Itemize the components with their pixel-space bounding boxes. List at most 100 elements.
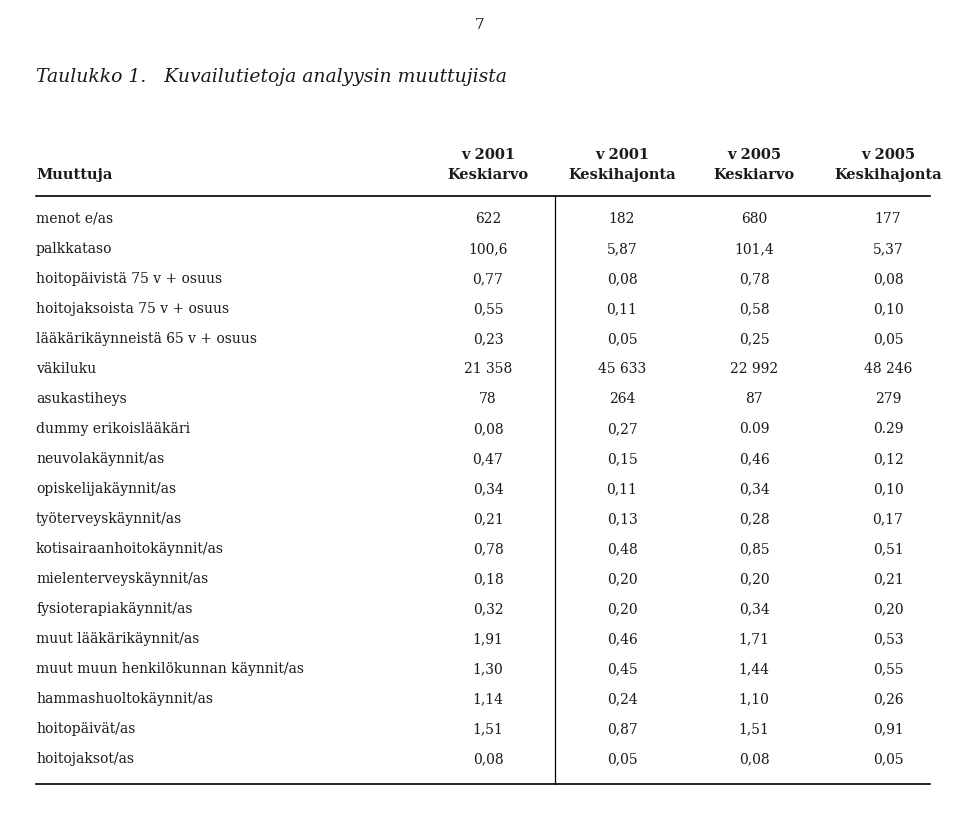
Text: 177: 177: [875, 212, 901, 226]
Text: 101,4: 101,4: [734, 242, 774, 256]
Text: 0,20: 0,20: [873, 602, 903, 616]
Text: 0,48: 0,48: [607, 542, 637, 556]
Text: 22 992: 22 992: [730, 362, 778, 376]
Text: 0,34: 0,34: [738, 602, 769, 616]
Text: 0,51: 0,51: [873, 542, 903, 556]
Text: 0,20: 0,20: [607, 602, 637, 616]
Text: 0,23: 0,23: [472, 332, 503, 346]
Text: Keskiarvo: Keskiarvo: [447, 168, 529, 182]
Text: 100,6: 100,6: [468, 242, 508, 256]
Text: 0,78: 0,78: [472, 542, 503, 556]
Text: 0,34: 0,34: [472, 482, 503, 496]
Text: 1,51: 1,51: [472, 722, 503, 736]
Text: 0,11: 0,11: [607, 482, 637, 496]
Text: v 2005: v 2005: [727, 148, 781, 162]
Text: 0,32: 0,32: [472, 602, 503, 616]
Text: 0,08: 0,08: [873, 272, 903, 286]
Text: muut muun henkilökunnan käynnit/as: muut muun henkilökunnan käynnit/as: [36, 662, 304, 676]
Text: 0,34: 0,34: [738, 482, 769, 496]
Text: Keskihajonta: Keskihajonta: [568, 168, 676, 182]
Text: 182: 182: [609, 212, 636, 226]
Text: muut lääkärikäynnit/as: muut lääkärikäynnit/as: [36, 632, 200, 646]
Text: 0,21: 0,21: [472, 512, 503, 526]
Text: 1,10: 1,10: [738, 692, 769, 706]
Text: mielenterveyskäynnit/as: mielenterveyskäynnit/as: [36, 572, 208, 586]
Text: 5,87: 5,87: [607, 242, 637, 256]
Text: 0,58: 0,58: [738, 302, 769, 316]
Text: 0,28: 0,28: [738, 512, 769, 526]
Text: 7: 7: [475, 18, 485, 32]
Text: 0,05: 0,05: [873, 752, 903, 766]
Text: 622: 622: [475, 212, 501, 226]
Text: 279: 279: [875, 392, 901, 406]
Text: 0,21: 0,21: [873, 572, 903, 586]
Text: hoitopäivistä 75 v + osuus: hoitopäivistä 75 v + osuus: [36, 272, 222, 286]
Text: väkiluku: väkiluku: [36, 362, 96, 376]
Text: 0,45: 0,45: [607, 662, 637, 676]
Text: 0,26: 0,26: [873, 692, 903, 706]
Text: 0,08: 0,08: [472, 422, 503, 436]
Text: 78: 78: [479, 392, 497, 406]
Text: 1,30: 1,30: [472, 662, 503, 676]
Text: hoitojaksoista 75 v + osuus: hoitojaksoista 75 v + osuus: [36, 302, 229, 316]
Text: 1,91: 1,91: [472, 632, 503, 646]
Text: 0,78: 0,78: [738, 272, 769, 286]
Text: 0,10: 0,10: [873, 482, 903, 496]
Text: fysioterapiakäynnit/as: fysioterapiakäynnit/as: [36, 602, 193, 616]
Text: työterveyskäynnit/as: työterveyskäynnit/as: [36, 512, 182, 526]
Text: 264: 264: [609, 392, 636, 406]
Text: 0,25: 0,25: [738, 332, 769, 346]
Text: 45 633: 45 633: [598, 362, 646, 376]
Text: 5,37: 5,37: [873, 242, 903, 256]
Text: menot e/as: menot e/as: [36, 212, 113, 226]
Text: hoitojaksot/as: hoitojaksot/as: [36, 752, 134, 766]
Text: asukastiheys: asukastiheys: [36, 392, 127, 406]
Text: 0,46: 0,46: [738, 452, 769, 466]
Text: 0,46: 0,46: [607, 632, 637, 646]
Text: v 2005: v 2005: [861, 148, 915, 162]
Text: 1,71: 1,71: [738, 632, 770, 646]
Text: 0,47: 0,47: [472, 452, 503, 466]
Text: 0,08: 0,08: [472, 752, 503, 766]
Text: hammashuoltokäynnit/as: hammashuoltokäynnit/as: [36, 692, 213, 706]
Text: 0,55: 0,55: [472, 302, 503, 316]
Text: v 2001: v 2001: [461, 148, 516, 162]
Text: Muuttuja: Muuttuja: [36, 168, 112, 182]
Text: 1,44: 1,44: [738, 662, 770, 676]
Text: 0,08: 0,08: [738, 752, 769, 766]
Text: 0,12: 0,12: [873, 452, 903, 466]
Text: 0,53: 0,53: [873, 632, 903, 646]
Text: 0,27: 0,27: [607, 422, 637, 436]
Text: 0,05: 0,05: [607, 752, 637, 766]
Text: 0,18: 0,18: [472, 572, 503, 586]
Text: 0.09: 0.09: [739, 422, 769, 436]
Text: 1,14: 1,14: [472, 692, 503, 706]
Text: 0,08: 0,08: [607, 272, 637, 286]
Text: Taulukko 1.   Kuvailutietoja analyysin muuttujista: Taulukko 1. Kuvailutietoja analyysin muu…: [36, 68, 507, 86]
Text: Keskihajonta: Keskihajonta: [834, 168, 942, 182]
Text: lääkärikäynneistä 65 v + osuus: lääkärikäynneistä 65 v + osuus: [36, 332, 257, 346]
Text: 0,85: 0,85: [738, 542, 769, 556]
Text: 0,05: 0,05: [873, 332, 903, 346]
Text: 0,77: 0,77: [472, 272, 503, 286]
Text: 0,87: 0,87: [607, 722, 637, 736]
Text: 0,24: 0,24: [607, 692, 637, 706]
Text: hoitopäivät/as: hoitopäivät/as: [36, 722, 135, 736]
Text: 87: 87: [745, 392, 763, 406]
Text: neuvolakäynnit/as: neuvolakäynnit/as: [36, 452, 164, 466]
Text: 0,05: 0,05: [607, 332, 637, 346]
Text: 0,55: 0,55: [873, 662, 903, 676]
Text: 0,15: 0,15: [607, 452, 637, 466]
Text: 0,20: 0,20: [738, 572, 769, 586]
Text: 0,91: 0,91: [873, 722, 903, 736]
Text: 0,11: 0,11: [607, 302, 637, 316]
Text: 0,17: 0,17: [873, 512, 903, 526]
Text: 1,51: 1,51: [738, 722, 769, 736]
Text: 48 246: 48 246: [864, 362, 912, 376]
Text: Keskiarvo: Keskiarvo: [713, 168, 795, 182]
Text: 0,10: 0,10: [873, 302, 903, 316]
Text: v 2001: v 2001: [595, 148, 649, 162]
Text: 0,13: 0,13: [607, 512, 637, 526]
Text: palkkataso: palkkataso: [36, 242, 112, 256]
Text: 21 358: 21 358: [464, 362, 512, 376]
